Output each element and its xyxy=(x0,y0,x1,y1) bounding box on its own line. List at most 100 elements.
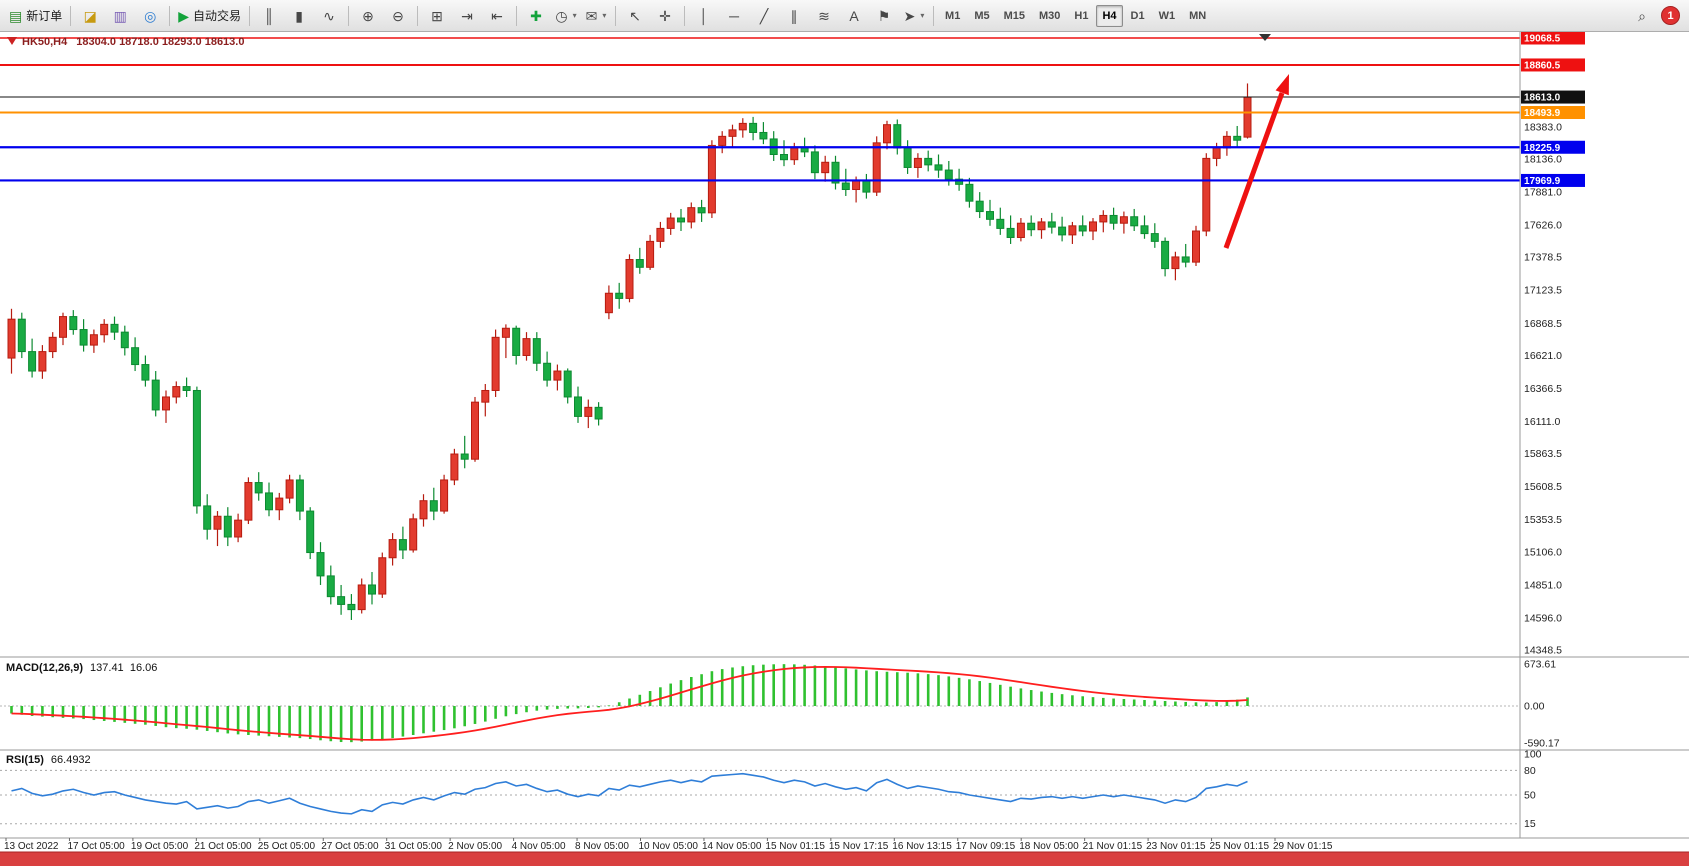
trend-arrow-head[interactable] xyxy=(1275,74,1289,96)
candle-body xyxy=(1181,256,1190,263)
trendline-button[interactable]: ╱ xyxy=(749,3,779,29)
toolbar-separator xyxy=(70,5,72,26)
zoom-in-button[interactable]: ⊕ xyxy=(353,3,383,29)
timeframe-group: M1 M5 M15 M30 H1 H4 D1 W1 MN xyxy=(938,4,1213,27)
toolbar: ▤ 新订单 ◪ ▥ ◎ ▶ 自动交易 ║ ▮ ∿ ⊕ ⊖ ⊞ ⇥ ⇤ ✚ ◷ ▾ ✉ ▾ ↖ ✛ │ ─ ╱ ∥ ≋ A ⚑ ➤ ▾ M1 M… xyxy=(0,0,1689,32)
periods-button[interactable]: ◷ ▾ xyxy=(551,3,581,29)
candle-body xyxy=(192,389,201,507)
candle-body xyxy=(28,351,37,372)
equidistant-channel-button[interactable]: ∥ xyxy=(779,3,809,29)
candle-body xyxy=(223,515,232,538)
chart-plot-area[interactable] xyxy=(0,32,1520,838)
fibonacci-button[interactable]: ≋ xyxy=(809,3,839,29)
profiles-button[interactable]: ▥ xyxy=(105,3,135,29)
time-axis-label: 8 Nov 05:00 xyxy=(575,841,629,852)
templates-button[interactable]: ✉ ▾ xyxy=(581,3,611,29)
auto-trading-button[interactable]: ▶ 自动交易 xyxy=(174,3,245,29)
candle-body xyxy=(471,401,479,460)
candle-body xyxy=(244,482,253,521)
candle-body xyxy=(903,147,912,168)
vertical-line-button[interactable]: │ xyxy=(689,3,719,29)
candle-body xyxy=(790,147,799,161)
candle-body xyxy=(481,389,490,403)
candle-body xyxy=(1150,233,1159,242)
candle-body xyxy=(810,151,819,174)
macd-signal-line xyxy=(11,665,1248,741)
chart-shift-button[interactable]: ⇤ xyxy=(482,3,512,29)
price-axis-tick: 16621.0 xyxy=(1524,350,1562,362)
notification-badge[interactable]: 1 xyxy=(1661,6,1680,25)
arrows-button[interactable]: ➤ ▾ xyxy=(899,3,929,29)
time-axis-label: 21 Nov 01:15 xyxy=(1083,841,1143,852)
candle-body xyxy=(429,500,438,512)
price-level-label-box xyxy=(1521,90,1585,104)
cursor-button[interactable]: ↖ xyxy=(620,3,650,29)
crosshair-button[interactable]: ✛ xyxy=(650,3,680,29)
candlestick-chart-button[interactable]: ▮ xyxy=(284,3,314,29)
text-label-button[interactable]: ⚑ xyxy=(869,3,899,29)
timeframe-button-m30[interactable]: M30 xyxy=(1039,9,1061,22)
auto-scroll-button[interactable]: ⇥ xyxy=(452,3,482,29)
price-axis-tick: 15863.5 xyxy=(1524,448,1562,460)
horizontal-line-button[interactable]: ─ xyxy=(719,3,749,29)
price-axis-tick: 17626.0 xyxy=(1524,220,1562,232)
candle-body xyxy=(1119,216,1128,224)
candle-body xyxy=(1068,225,1077,236)
auto-trading-icon: ▶ xyxy=(178,7,190,24)
candle-body xyxy=(182,386,191,391)
candle-body xyxy=(512,327,521,356)
candle-body xyxy=(656,227,665,242)
candle-body xyxy=(996,218,1005,229)
timeframe-button-w1[interactable]: W1 xyxy=(1158,9,1176,22)
candle-body xyxy=(625,259,634,299)
candle-body xyxy=(254,482,263,494)
zoom-in-icon: ⊕ xyxy=(362,7,374,24)
timeframe-button-m5[interactable]: M5 xyxy=(974,9,990,22)
timeframe-button-h1[interactable]: H1 xyxy=(1074,9,1089,22)
bar-chart-button[interactable]: ║ xyxy=(254,3,284,29)
price-axis-band[interactable] xyxy=(1520,32,1689,866)
toolbar-separator xyxy=(516,5,518,26)
trendline-icon: ╱ xyxy=(759,7,769,24)
candle-body xyxy=(162,396,170,411)
indicators-button[interactable]: ✚ xyxy=(521,3,551,29)
candle-body xyxy=(306,510,315,554)
zoom-out-button[interactable]: ⊖ xyxy=(383,3,413,29)
candle-body xyxy=(110,323,119,333)
search-button[interactable]: ⌕ xyxy=(1638,7,1646,24)
candle-body xyxy=(955,178,964,185)
chevron-down-icon: ▾ xyxy=(602,10,607,20)
candle-body xyxy=(7,318,16,359)
timeframe-button-d1[interactable]: D1 xyxy=(1130,9,1145,22)
bottom-scrollbar[interactable] xyxy=(0,852,1689,866)
candle-body xyxy=(934,164,943,171)
chart-shift-marker[interactable] xyxy=(1259,34,1271,41)
price-axis-tick: 16868.5 xyxy=(1524,318,1562,330)
new-chart-icon: ◪ xyxy=(83,7,97,24)
candle-body xyxy=(872,142,881,193)
time-axis-label: 16 Nov 13:15 xyxy=(892,841,952,852)
arrows-icon: ➤ xyxy=(903,7,916,24)
new-order-button[interactable]: ▤ 新订单 xyxy=(5,3,66,29)
text-button[interactable]: A xyxy=(839,3,869,29)
time-axis-label: 29 Nov 01:15 xyxy=(1273,841,1333,852)
toolbar-separator xyxy=(169,5,171,26)
line-chart-button[interactable]: ∿ xyxy=(314,3,344,29)
candle-body xyxy=(1243,96,1252,138)
timeframe-button-m1[interactable]: M1 xyxy=(945,9,961,22)
timeframe-button-mn[interactable]: MN xyxy=(1189,9,1207,22)
candle-body xyxy=(1212,147,1221,159)
price-axis-tick: 16111.0 xyxy=(1524,416,1561,428)
tile-windows-button[interactable]: ⊞ xyxy=(422,3,452,29)
new-order-icon: ▤ xyxy=(9,7,23,24)
timeframe-button-m15[interactable]: M15 xyxy=(1003,9,1026,22)
timeframe-button-h4[interactable]: H4 xyxy=(1096,4,1123,27)
chart-canvas: 19068.5 18860.5 18613.0 18493.9 18225.9 17969… xyxy=(0,31,1689,866)
candle-body xyxy=(265,492,273,511)
candle-body xyxy=(100,323,109,336)
time-axis-label: 25 Oct 05:00 xyxy=(258,841,316,852)
navigator-button[interactable]: ◎ xyxy=(135,3,165,29)
trend-arrow-line[interactable] xyxy=(1223,92,1285,249)
new-chart-button[interactable]: ◪ xyxy=(75,3,105,29)
